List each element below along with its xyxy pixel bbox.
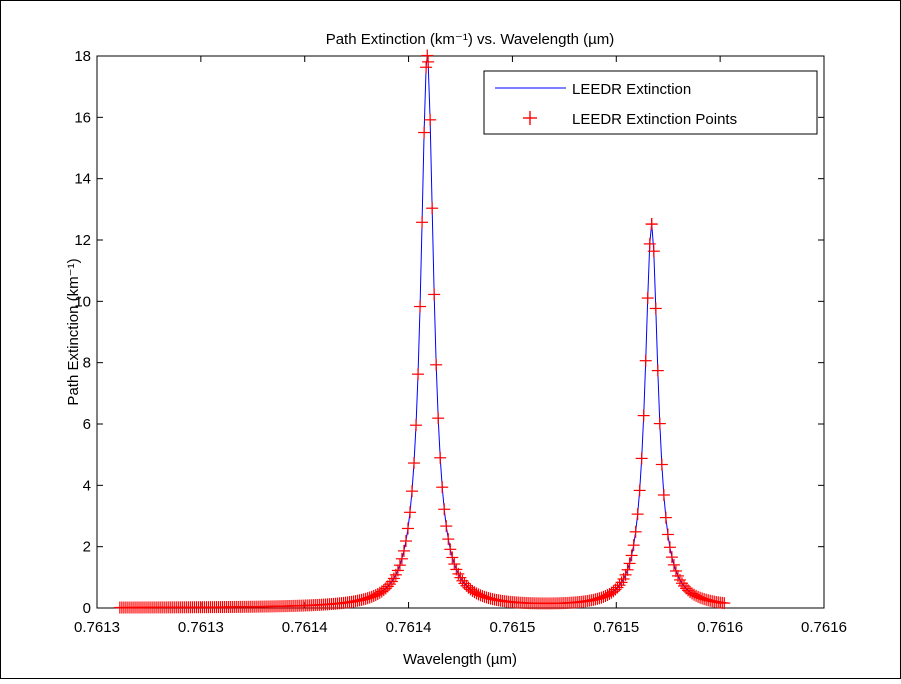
x-tick-label: 0.7614 [386, 619, 432, 636]
y-tick-label: 8 [83, 355, 91, 372]
data-point-marker [641, 292, 654, 305]
leedr-extinction-points [113, 49, 731, 614]
data-point-marker [446, 551, 459, 564]
data-point-marker [403, 506, 416, 519]
data-point-marker [438, 503, 451, 516]
data-point-marker [395, 552, 408, 565]
data-point-marker [625, 549, 638, 562]
data-point-marker [663, 541, 676, 554]
data-point-marker [416, 216, 429, 229]
y-tick-label: 4 [83, 477, 91, 494]
data-point-marker [673, 573, 686, 586]
data-point-marker [613, 579, 626, 592]
axes-box [96, 55, 825, 609]
data-point-marker [657, 488, 670, 501]
y-tick-label: 10 [74, 293, 91, 310]
data-point-marker [397, 544, 410, 557]
data-point-marker [418, 126, 431, 139]
data-point-marker [412, 368, 425, 381]
data-point-marker [629, 525, 642, 538]
data-point-marker [667, 558, 680, 571]
data-point-marker [393, 559, 406, 572]
data-point-marker [422, 55, 435, 68]
data-point-marker [643, 237, 656, 250]
data-point-marker [434, 451, 447, 464]
data-point-marker [432, 412, 445, 425]
x-axis-label: Wavelength (µm) [403, 651, 517, 668]
data-point-marker [428, 288, 441, 301]
x-tick-label: 0.7615 [593, 619, 639, 636]
x-axis-ticks: 0.7613 0.7613 0.7614 0.7614 0.7615 0.7615 0.76… [74, 56, 847, 636]
y-axis-label: Path Extinction (km⁻¹) [65, 258, 82, 405]
data-point-marker [430, 358, 443, 371]
data-point-marker [718, 597, 731, 610]
y-tick-label: 18 [74, 48, 91, 65]
legend: LEEDR Extinction LEEDR Extinction Points [483, 70, 818, 135]
data-point-marker [659, 511, 672, 524]
y-tick-label: 12 [74, 232, 91, 249]
data-point-marker [442, 533, 455, 546]
y-tick-label: 16 [74, 109, 91, 126]
data-point-marker [635, 452, 648, 465]
data-point-marker [631, 508, 644, 521]
data-point-marker [653, 417, 666, 430]
data-point-marker [391, 564, 404, 577]
data-point-marker [623, 557, 636, 570]
data-point-marker [661, 528, 674, 541]
x-tick-label: 0.7613 [74, 619, 120, 636]
y-axis-ticks: 0 2 4 6 8 10 12 14 16 18 [74, 48, 824, 617]
y-tick-label: 14 [74, 171, 91, 188]
data-point-marker [440, 520, 453, 533]
legend-item-leedr-extinction-points: LEEDR Extinction Points [572, 111, 737, 128]
x-tick-label: 0.7614 [282, 619, 328, 636]
data-point-marker [639, 354, 652, 367]
data-point-marker [405, 485, 418, 498]
x-tick-label: 0.7615 [489, 619, 535, 636]
data-point-marker [651, 364, 664, 377]
legend-plus-marker [523, 111, 537, 125]
data-point-marker [647, 245, 660, 258]
data-point-marker [436, 481, 449, 494]
data-point-marker [649, 302, 662, 315]
data-point-marker [426, 202, 439, 215]
data-point-marker [424, 113, 437, 126]
data-point-marker [444, 543, 457, 556]
data-point-marker [385, 575, 398, 588]
chart-title: Path Extinction (km⁻¹) vs. Wavelength (µ… [326, 31, 615, 48]
x-tick-label: 0.7616 [801, 619, 847, 636]
data-point-marker [637, 409, 650, 422]
data-point-marker [401, 522, 414, 535]
data-point-marker [448, 558, 461, 571]
y-tick-label: 6 [83, 416, 91, 433]
x-tick-label: 0.7616 [697, 619, 743, 636]
data-point-marker [410, 419, 423, 432]
data-point-marker [621, 563, 634, 576]
legend-item-leedr-extinction: LEEDR Extinction [572, 81, 691, 98]
y-tick-label: 2 [83, 539, 91, 556]
legend-box [483, 70, 818, 135]
data-point-marker [645, 218, 658, 231]
data-point-marker [665, 551, 678, 564]
data-point-marker [399, 535, 412, 548]
data-point-marker [615, 576, 628, 589]
data-point-marker [421, 49, 434, 62]
y-tick-label: 0 [83, 600, 91, 617]
x-tick-label: 0.7613 [178, 619, 224, 636]
data-point-marker [619, 568, 632, 581]
data-point-marker [414, 300, 427, 313]
data-point-marker [669, 564, 682, 577]
data-point-marker [408, 457, 421, 470]
data-point-marker [633, 484, 646, 497]
data-point-marker [627, 539, 640, 552]
plot-area [113, 49, 731, 614]
data-point-marker [655, 458, 668, 471]
data-point-marker [420, 61, 433, 74]
